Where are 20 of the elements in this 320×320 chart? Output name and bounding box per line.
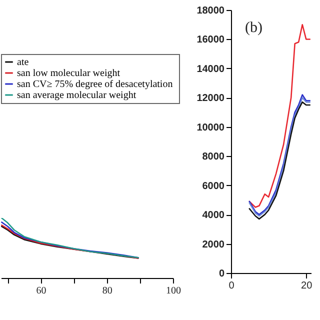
x-tick-label: 0	[228, 280, 235, 292]
y-tick-label: 2000	[202, 239, 225, 250]
y-tick-label: 6000	[202, 180, 225, 192]
y-tick-label: 18000	[196, 6, 225, 16]
legend-label: ate	[17, 57, 30, 68]
annotation: (b)	[245, 20, 262, 36]
y-tick-label: 8000	[202, 152, 225, 163]
x-tick-label: 60	[36, 286, 46, 296]
y-tick-label: 14000	[196, 64, 225, 75]
y-tick-label: 10000	[196, 122, 225, 134]
legend-label: san average molecular weight	[17, 90, 136, 101]
y-tick-label: 0	[218, 268, 225, 280]
y-tick-label: 12000	[196, 93, 225, 104]
x-tick-label: 80	[102, 286, 112, 296]
y-tick-label: 16000	[196, 34, 225, 46]
x-tick-label: 100	[166, 286, 181, 296]
legend-label: san CV≥ 75% degree of desacetylation	[17, 79, 173, 90]
x-tick-label: 20	[301, 280, 313, 292]
y-tick-label: 4000	[202, 210, 225, 222]
legend-label: san low molecular weight	[17, 68, 120, 79]
